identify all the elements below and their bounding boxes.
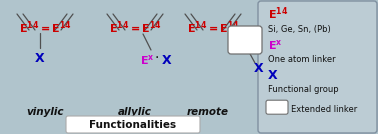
Text: $\mathbf{E^{x}}$: $\mathbf{E^{x}}$ xyxy=(268,38,283,52)
FancyBboxPatch shape xyxy=(228,26,262,54)
Text: $\mathbf{E^{14}{=}E^{14}}$: $\mathbf{E^{14}{=}E^{14}}$ xyxy=(19,20,71,36)
Text: $\mathbf{E^{14}{=}E^{14}}$: $\mathbf{E^{14}{=}E^{14}}$ xyxy=(187,20,239,36)
Text: Extended linker: Extended linker xyxy=(291,105,357,113)
Text: Si, Ge, Sn, (Pb): Si, Ge, Sn, (Pb) xyxy=(268,25,331,34)
FancyBboxPatch shape xyxy=(266,100,288,114)
Text: remote: remote xyxy=(187,107,229,117)
Text: ·: · xyxy=(155,51,159,65)
Text: X: X xyxy=(254,62,264,75)
Text: Functional group: Functional group xyxy=(268,85,339,94)
Text: $\mathbf{E^{14}{=}E^{14}}$: $\mathbf{E^{14}{=}E^{14}}$ xyxy=(108,20,161,36)
FancyBboxPatch shape xyxy=(66,116,200,133)
Text: $\mathbf{E^{x}}$: $\mathbf{E^{x}}$ xyxy=(140,53,154,67)
Text: X: X xyxy=(35,51,45,64)
Text: X: X xyxy=(162,53,172,66)
FancyBboxPatch shape xyxy=(258,1,377,133)
Text: $\mathbf{E^{14}}$: $\mathbf{E^{14}}$ xyxy=(268,6,288,22)
Text: One atom linker: One atom linker xyxy=(268,55,336,64)
Text: allylic: allylic xyxy=(118,107,152,117)
Text: vinylic: vinylic xyxy=(26,107,64,117)
Text: X: X xyxy=(268,69,277,82)
Text: Functionalities: Functionalities xyxy=(90,120,177,130)
